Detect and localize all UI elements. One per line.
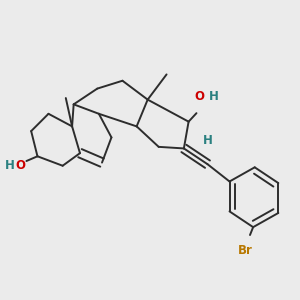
Text: H: H	[209, 90, 219, 103]
Text: O: O	[15, 159, 26, 172]
Text: Br: Br	[238, 244, 253, 257]
Text: H: H	[5, 159, 15, 172]
Text: O: O	[194, 90, 204, 103]
Text: H: H	[202, 134, 212, 147]
